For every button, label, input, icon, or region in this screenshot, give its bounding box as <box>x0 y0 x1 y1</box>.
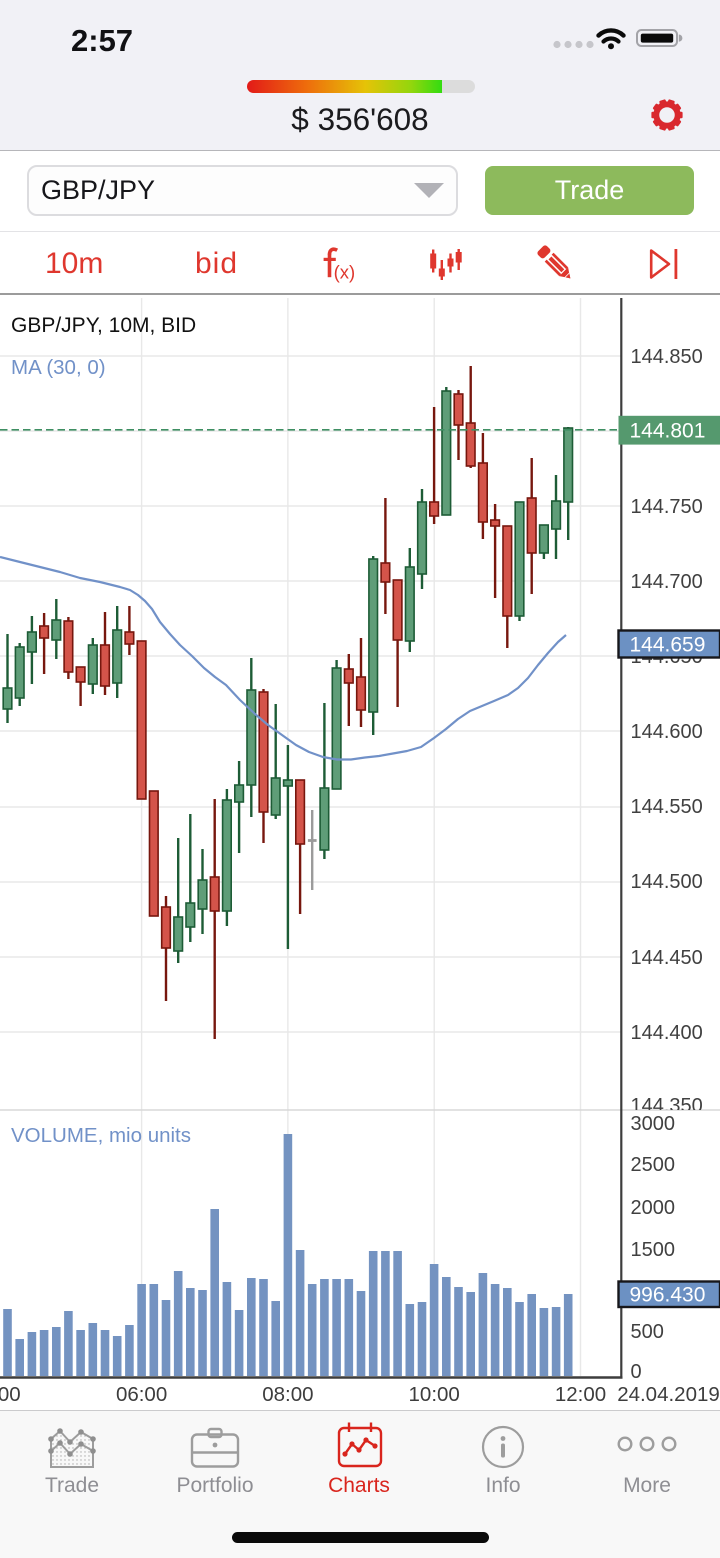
svg-text:144.750: 144.750 <box>631 496 703 518</box>
svg-text:144.700: 144.700 <box>631 571 703 593</box>
svg-text:144.550: 144.550 <box>631 796 703 818</box>
svg-text:0: 0 <box>631 1361 642 1383</box>
svg-text:144.801: 144.801 <box>630 420 706 443</box>
svg-text:144.450: 144.450 <box>631 947 703 969</box>
svg-text:1500: 1500 <box>631 1239 676 1261</box>
svg-text:2000: 2000 <box>631 1197 676 1219</box>
svg-text:06:00: 06:00 <box>116 1383 167 1406</box>
svg-text:MA (30, 0): MA (30, 0) <box>11 356 106 379</box>
svg-text:10:00: 10:00 <box>409 1383 460 1406</box>
svg-text:12:00: 12:00 <box>555 1383 606 1406</box>
svg-text:(x): (x) <box>334 262 356 283</box>
svg-text:08:00: 08:00 <box>262 1383 313 1406</box>
svg-text:144.600: 144.600 <box>631 721 703 743</box>
svg-text:144.400: 144.400 <box>631 1022 703 1044</box>
svg-text:996.430: 996.430 <box>630 1284 706 1307</box>
svg-text:GBP/JPY, 10M, BID: GBP/JPY, 10M, BID <box>11 314 196 337</box>
svg-text:24.04.2019: 24.04.2019 <box>617 1383 720 1406</box>
svg-text:144.850: 144.850 <box>631 346 703 368</box>
svg-text:3000: 3000 <box>631 1113 676 1135</box>
svg-text:144.500: 144.500 <box>631 871 703 893</box>
svg-text:VOLUME, mio units: VOLUME, mio units <box>11 1124 191 1147</box>
svg-text:500: 500 <box>631 1321 664 1343</box>
svg-text:04:00: 04:00 <box>0 1383 21 1406</box>
svg-text:144.659: 144.659 <box>630 634 706 657</box>
svg-text:2500: 2500 <box>631 1154 676 1176</box>
svg-text:144.350: 144.350 <box>631 1095 703 1117</box>
